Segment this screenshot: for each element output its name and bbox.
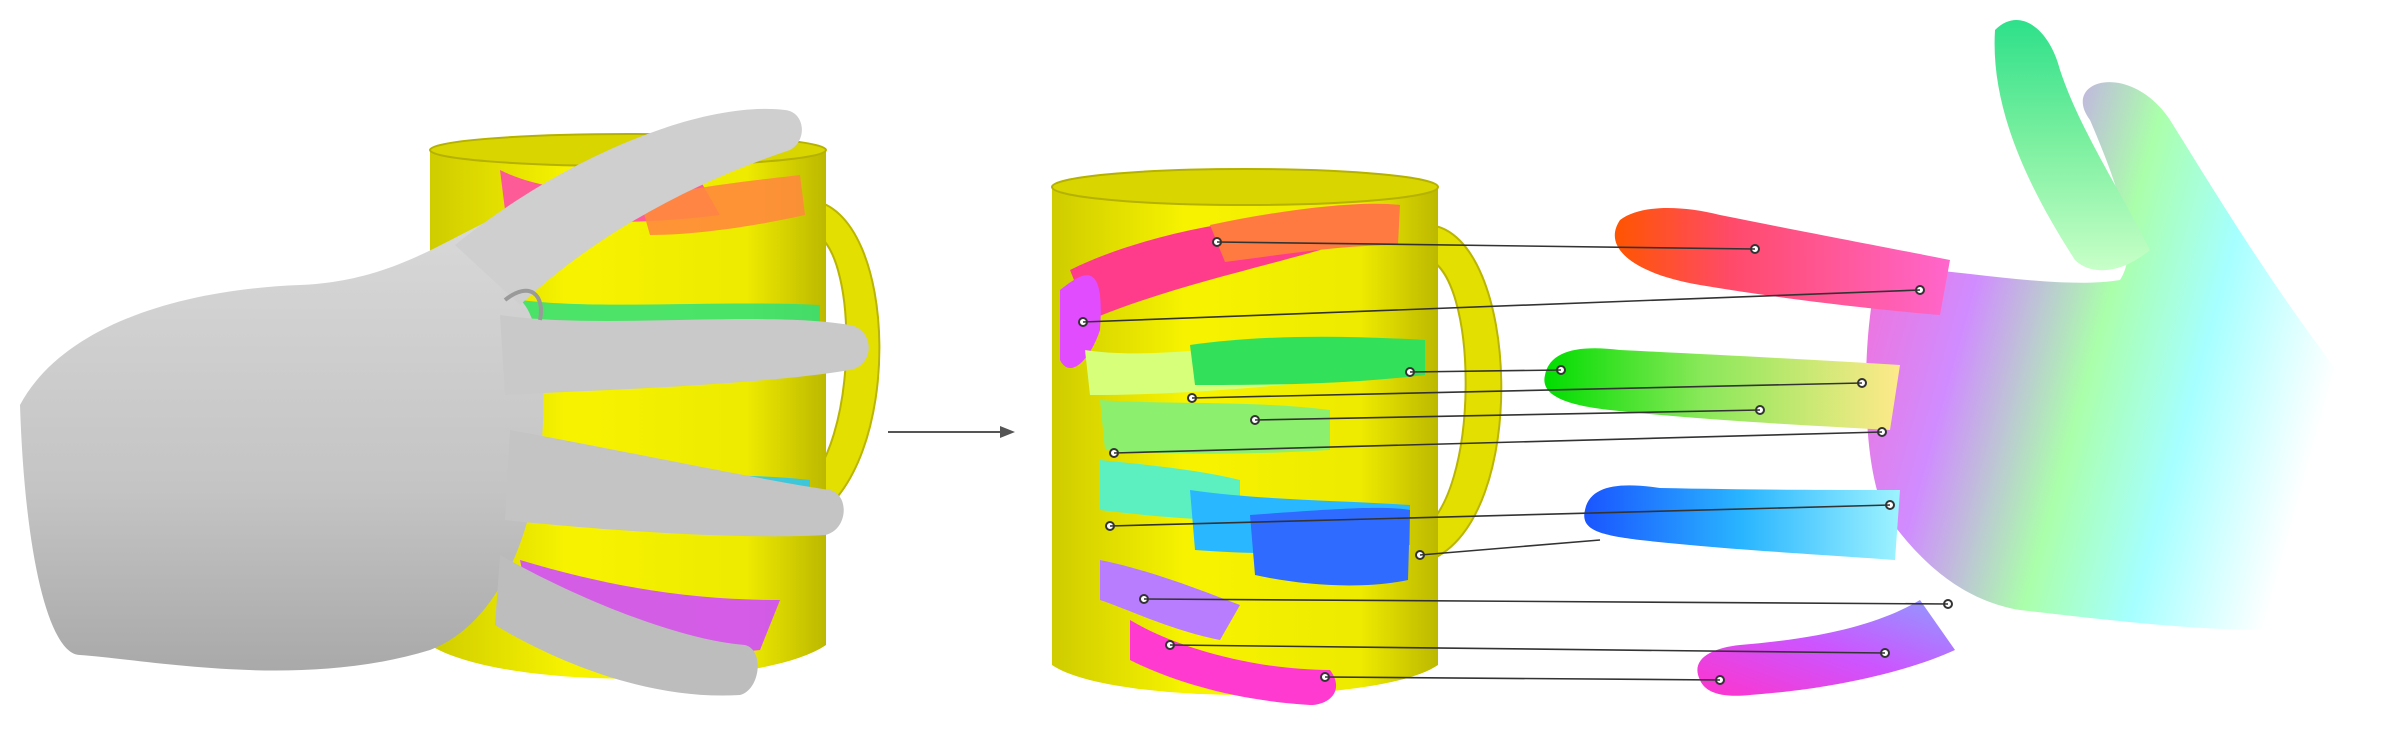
colored-hand-palm [1866, 82, 2370, 630]
region-orange-top [1210, 203, 1400, 262]
grey-hand-index [455, 108, 802, 305]
grey-hand-ring [505, 430, 844, 537]
region-green [1190, 336, 1425, 385]
correspondence-line [1324, 676, 1721, 681]
correspondence-line [1191, 382, 1863, 399]
colored-hand-thumb [1994, 19, 2150, 271]
colored-hand-index [1614, 208, 1950, 315]
correspondence-line [1082, 289, 1921, 323]
colored-hand-ring [1584, 485, 1900, 560]
grey-hand-thumb-shadow [503, 288, 543, 321]
correspondence-lines [1082, 241, 1949, 681]
mug-rim-right [1051, 168, 1439, 206]
correspondence-line [1109, 504, 1891, 527]
correspondence-line [1419, 539, 1601, 556]
region-lavender [1100, 560, 1240, 640]
panel-contact-map-on-mug [1051, 168, 1503, 705]
grey-hand-palm [20, 219, 544, 671]
contact-patch-orange [640, 175, 805, 235]
grey-hand-middle [500, 315, 869, 395]
transition-arrow [888, 426, 1015, 438]
correspondence-line [1169, 644, 1886, 654]
correspondence-line [1143, 598, 1949, 605]
correspondence-line [1409, 369, 1562, 373]
colored-hand-pinky [1697, 600, 1955, 696]
colored-hand-middle [1544, 348, 1900, 430]
correspondence-line [1113, 431, 1883, 454]
region-blue [1250, 507, 1410, 586]
region-magenta-bottom [1130, 620, 1337, 705]
panel-hand-grasping-mug [20, 108, 881, 696]
grey-hand-pinky [495, 555, 758, 696]
correspondence-line [1216, 241, 1756, 250]
panel-contact-map-on-hand [1544, 19, 2370, 696]
correspondence-line [1254, 409, 1761, 421]
region-lime [1100, 400, 1330, 454]
